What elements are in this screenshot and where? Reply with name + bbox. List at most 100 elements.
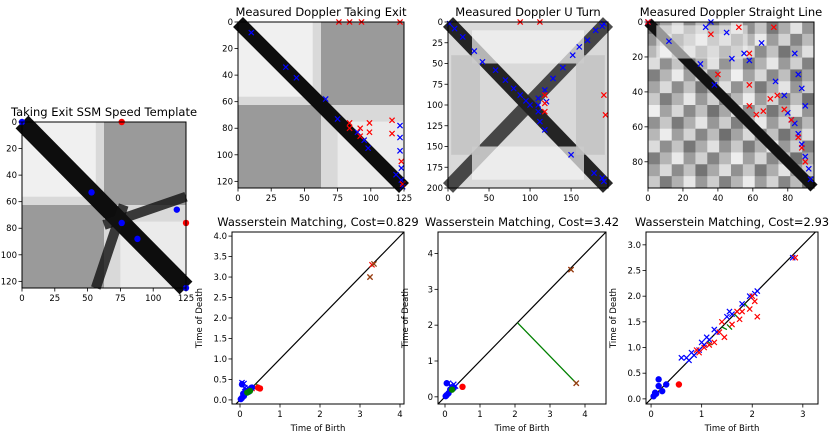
x-marker [751, 298, 758, 305]
heat-cell [754, 57, 768, 70]
x-marker [718, 318, 725, 325]
x-marker [758, 39, 765, 46]
x-tick-label: 125 [396, 194, 412, 204]
dot-marker [237, 395, 244, 403]
x-marker [728, 55, 735, 62]
x-marker [754, 288, 761, 295]
heat-dark [238, 105, 321, 188]
heat-cell [648, 116, 661, 130]
heat-cell [659, 152, 673, 165]
x-tick-label: 80 [782, 194, 793, 204]
heat-mid [576, 55, 605, 155]
x-marker [746, 293, 753, 300]
x-tick-label: 50 [484, 194, 495, 204]
dot-marker [238, 381, 246, 388]
heat-cell [754, 164, 768, 177]
x-marker [567, 266, 575, 273]
heat-cell [778, 176, 791, 189]
x-marker [592, 27, 599, 34]
x-marker [527, 101, 534, 109]
y-tick-label: 0 [428, 393, 433, 403]
x-marker [576, 43, 583, 50]
y-tick-label: 0.5 [627, 369, 641, 379]
x-marker [736, 316, 743, 323]
x-marker [365, 145, 372, 152]
chart-panel: 0 1 2 3 0.0 0.5 1.0 1.5 2.0 2.5 3.0 Wasserstein Mat… [609, 215, 829, 434]
heat-cell [695, 164, 708, 177]
plot-frame [647, 21, 815, 189]
heat-cell [754, 93, 768, 106]
x-marker [721, 334, 728, 341]
heat-cell [719, 164, 732, 177]
x-marker [471, 48, 478, 55]
heat-cell [802, 33, 815, 47]
x-marker [602, 111, 609, 118]
y-tick-label: 3 [428, 285, 433, 295]
heat-cell [719, 140, 732, 153]
x-marker [248, 29, 255, 36]
y-tick-label: 3.5 [213, 253, 227, 263]
chart-title: Taking Exit SSM Speed Template [10, 105, 197, 119]
x-marker [541, 100, 548, 107]
heat-cell [790, 33, 803, 47]
x-marker [398, 165, 405, 172]
heat-cell [802, 45, 815, 59]
x-marker [357, 133, 364, 140]
x-marker [697, 60, 704, 67]
heat-cell [766, 69, 779, 82]
heat-cell [671, 164, 685, 177]
heat-cell [802, 57, 815, 70]
x-marker [802, 158, 809, 165]
x-marker [723, 313, 730, 320]
x-marker [568, 151, 575, 158]
y-tick-label: 175 [427, 163, 443, 173]
y-tick-label: 4 [428, 250, 433, 260]
x-tick-label: 50 [299, 194, 310, 204]
x-tick-label: 100 [363, 194, 379, 204]
chart-panel: 0 50 100 150 0 25 50 75 100 125 150 175 200 Measured … [427, 5, 614, 204]
x-axis-label: Time of Birth [290, 424, 346, 434]
y-tick-label: 2.0 [627, 292, 641, 302]
heat-cell [742, 176, 756, 189]
y-tick-label: 80 [632, 158, 643, 168]
chart-title: Measured Doppler Taking Exit [235, 5, 407, 19]
x-marker [398, 158, 405, 165]
heat-cell [659, 93, 673, 106]
x-marker [754, 313, 761, 320]
y-tick-label: 1.0 [213, 355, 227, 365]
heat-cell [671, 176, 685, 189]
x-marker [739, 308, 746, 315]
heat-cell [683, 81, 696, 94]
x-marker [701, 344, 708, 351]
x-marker [398, 177, 405, 184]
heat-cell [683, 164, 696, 177]
x-tick-label: 20 [678, 194, 689, 204]
chart-panel: 0 1 2 3 4 0 1 2 3 4 Wasserstein Matching, Cost=3.4… [401, 215, 619, 434]
x-marker [753, 111, 760, 118]
heat-cell [754, 152, 768, 165]
plot-frame [21, 121, 187, 289]
heat-cell [778, 128, 791, 142]
plot-frame [237, 21, 405, 189]
x-marker [665, 38, 672, 45]
x-marker [798, 144, 805, 151]
x-marker [749, 293, 756, 300]
x-marker [599, 175, 606, 182]
x-marker [734, 308, 741, 315]
x-tick-label: 60 [747, 194, 758, 204]
dot-marker [459, 383, 466, 390]
x-marker [792, 254, 799, 261]
heat-light [472, 30, 584, 64]
heat-cell [766, 176, 779, 189]
x-marker [791, 50, 798, 57]
x-marker [746, 81, 753, 88]
x-marker [502, 77, 509, 84]
x-marker [741, 50, 748, 57]
dot-marker [448, 386, 456, 393]
heat-cell [648, 164, 661, 177]
y-tick-label: 0 [638, 18, 643, 28]
x-tick-label: 125 [178, 294, 194, 304]
x-marker [334, 115, 341, 122]
x-marker [541, 87, 548, 94]
heat-cell [778, 22, 791, 35]
